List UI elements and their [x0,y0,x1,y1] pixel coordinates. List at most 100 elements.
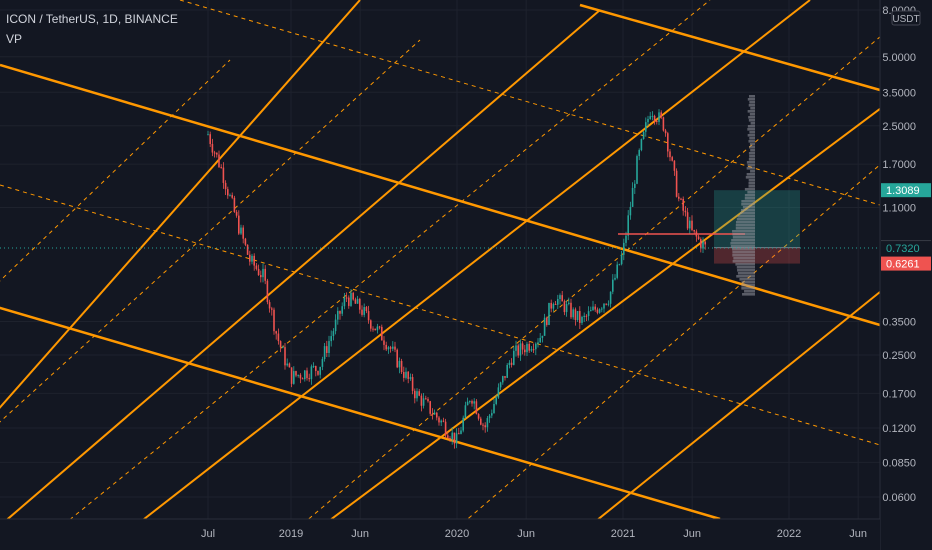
candle-body [469,401,471,403]
candle-body [257,268,260,276]
candle-body [293,371,295,384]
indicator-label[interactable]: VP [6,32,23,46]
volume-bar [747,128,755,131]
volume-bar [732,251,755,254]
candle-body [352,292,354,300]
volume-bar [749,146,755,149]
candle-body [447,435,449,438]
candle-body [499,382,502,388]
volume-bar [741,203,755,206]
grid [0,0,880,519]
candle-body [590,310,592,312]
volume-bar [736,266,755,269]
candle-body [246,244,249,255]
candle-body [288,363,291,368]
volume-bar [733,257,755,260]
candle-body [526,343,528,353]
candle-body [334,319,337,332]
price-tag [881,241,931,256]
candle-body [605,303,607,305]
candle-body [455,433,458,444]
candle-body [363,307,365,315]
candle-body [328,341,330,353]
candle-body [286,363,288,366]
candle-body [495,397,497,404]
candle-body [337,310,339,320]
candle-body [508,362,511,365]
candle-body [271,308,273,310]
candle-body [535,343,537,350]
candle-body [422,398,425,406]
candle-body [389,347,392,349]
volume-bar [747,164,755,167]
fan-line-solid [289,69,932,550]
price-tag [881,183,931,198]
candle-body [348,297,350,306]
candle-body [486,418,489,428]
candle-body [559,295,561,300]
candle-body [519,343,522,356]
candle-body [682,198,684,211]
candle-body [620,254,623,265]
volume-bar [749,155,755,158]
fan-line-dashed [0,39,421,423]
time-axis-panel [0,519,880,550]
price-tick-label: 0.2500 [882,350,916,362]
volume-bar [741,281,755,284]
candle-body [231,195,233,198]
candle-body [568,302,570,304]
candle-body [407,371,409,379]
candle-body [669,151,671,158]
candle-body [647,118,649,123]
volume-bar [732,230,755,233]
volume-bar [748,95,755,98]
fan-line-dashed [179,0,881,206]
candle-body [557,299,559,305]
candle-body [691,220,693,230]
volume-bar [746,173,755,176]
volume-bar [736,275,755,278]
candle-body [416,391,418,399]
candle-body [601,308,603,310]
time-tick-label: Jun [517,528,535,540]
fan-line-dashed [0,59,231,282]
volume-bar [748,116,755,119]
candle-body [583,315,585,317]
fan-line-dashed [271,19,901,550]
fan-line-solid [129,0,811,531]
symbol-title[interactable]: ICON / TetherUS, 1D, BINANCE [6,12,178,26]
candle-body [653,115,656,122]
candle-body [574,309,577,321]
candle-body [625,235,627,243]
volume-bar [731,239,755,242]
candle-body [367,311,370,321]
candle-body [671,157,673,161]
fan-line-solid [0,9,601,527]
candle-body [581,316,583,323]
volume-bar [735,263,755,266]
candle-body [458,433,460,435]
candle-body [616,264,618,278]
candle-body [284,347,286,366]
candle-body [310,366,313,380]
candle-body [260,275,262,278]
volume-bar [737,272,755,275]
price-tag-label: 1.3089 [886,185,920,197]
candle-body [693,229,695,232]
candle-body [304,370,306,380]
candle-body [213,152,216,154]
candle-body [249,254,251,262]
candle-body [209,134,211,144]
candle-body [504,376,506,378]
volume-bar [749,137,755,140]
candle-body [460,430,462,434]
candle-body [253,255,255,266]
fan-line-solid [0,63,881,327]
candle-body [433,412,436,415]
candle-body [488,415,491,419]
candle-body [631,187,634,207]
candle-body [370,320,372,329]
candle-body [572,309,574,318]
